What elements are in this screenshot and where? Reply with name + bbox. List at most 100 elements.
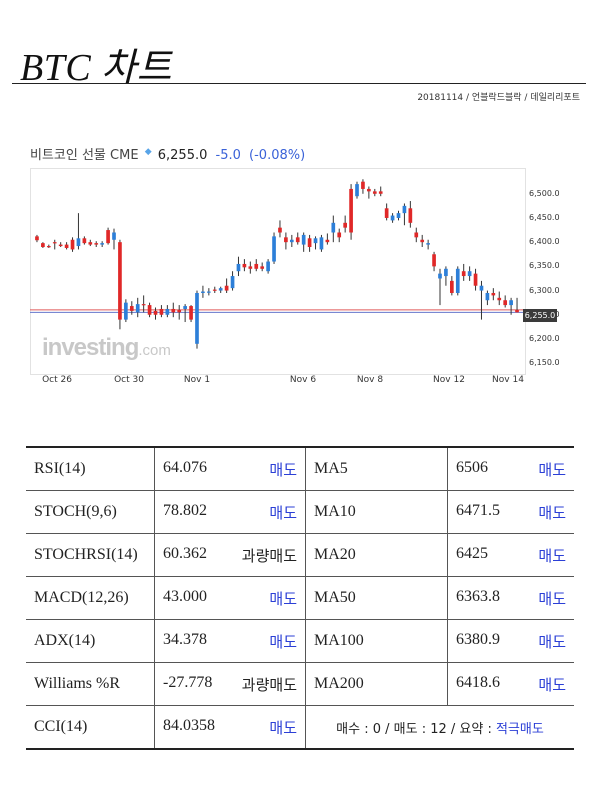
candle-body xyxy=(248,266,253,269)
indicator-row: ADX(14) 34.378 매도 MA100 6380.9 매도 xyxy=(26,619,574,663)
indicator-value: 43.000 xyxy=(163,587,207,605)
ma-signal: 매도 xyxy=(538,460,566,479)
candle-body xyxy=(461,271,466,277)
ma-value: 6418.6 xyxy=(456,673,500,691)
candle-body xyxy=(420,239,425,243)
price-change-pct: (-0.08%) xyxy=(249,148,306,163)
indicator-row: STOCHRSI(14) 60.362 과량매도 MA20 6425 매도 xyxy=(26,533,574,577)
candle-body xyxy=(479,285,484,291)
x-tick-label: Oct 30 xyxy=(114,375,144,385)
indicator-value: -27.778 xyxy=(163,673,213,691)
candle-body xyxy=(218,288,223,291)
candle-body xyxy=(414,232,419,238)
indicator-table: RSI(14) 64.076 매도 MA5 6506 매도 STOCH(9,6) 78.802… xyxy=(26,446,574,750)
indicator-value: 60.362 xyxy=(163,544,207,562)
x-tick-label: Nov 14 xyxy=(492,375,524,385)
candle-body xyxy=(355,184,359,197)
indicator-signal: 매도 xyxy=(269,503,297,522)
indicator-name: RSI(14) xyxy=(26,446,155,491)
candle-body xyxy=(52,242,57,244)
byline: 20181114 / 언블락드블락 / 데일리리포트 xyxy=(417,93,580,103)
indicator-name: CCI(14) xyxy=(26,705,155,750)
indicator-value-cell: 60.362 과량매도 xyxy=(154,533,306,577)
indicator-value: 84.0358 xyxy=(163,716,215,734)
candle-body xyxy=(349,188,353,233)
candle-body xyxy=(485,292,490,301)
indicator-signal: 매도 xyxy=(269,718,297,737)
candle-body xyxy=(124,302,128,320)
candle-body xyxy=(455,268,460,293)
candle-body xyxy=(64,244,69,248)
candle-body xyxy=(189,306,193,320)
indicator-value-cell: 34.378 매도 xyxy=(154,619,306,663)
candle-body xyxy=(82,238,87,244)
ma-value: 6471.5 xyxy=(456,501,500,519)
candle-body xyxy=(509,300,513,306)
chart-area xyxy=(30,168,526,375)
y-tick-label: 6,200.0 xyxy=(529,333,560,343)
candle-body xyxy=(278,227,282,233)
candle-body xyxy=(46,246,51,248)
candle-body xyxy=(390,215,395,221)
candle-body xyxy=(70,239,75,250)
candle-body xyxy=(343,222,347,228)
candle-body xyxy=(118,242,122,320)
indicator-value: 78.802 xyxy=(163,501,207,519)
candle-body xyxy=(361,181,365,189)
indicator-row: CCI(14) 84.0358 매도 매수 : 0 / 매도 : 12 / 요약 : … xyxy=(26,705,574,750)
candle-body xyxy=(396,213,401,218)
last-price-tag: 6,255.0 xyxy=(523,309,557,322)
candle-body xyxy=(88,242,93,245)
indicator-row: RSI(14) 64.076 매도 MA5 6506 매도 xyxy=(26,446,574,491)
indicator-value-cell: 43.000 매도 xyxy=(154,576,306,620)
ma-name: MA100 xyxy=(305,619,448,663)
candle-body xyxy=(58,244,63,247)
candle-body xyxy=(491,292,496,296)
x-tick-label: Oct 26 xyxy=(42,375,72,385)
candle-body xyxy=(183,306,187,309)
ma-value-cell: 6471.5 매도 xyxy=(447,490,574,534)
candle-body xyxy=(260,266,265,269)
y-tick-label: 6,500.0 xyxy=(529,188,560,198)
indicator-name: Williams %R xyxy=(26,662,155,706)
ma-value-cell: 6363.8 매도 xyxy=(447,576,574,620)
candle-body xyxy=(438,273,442,279)
candle-body xyxy=(141,304,146,306)
ma-name: MA20 xyxy=(305,533,448,577)
candle-body xyxy=(230,276,235,289)
indicator-value-cell: 64.076 매도 xyxy=(154,446,306,491)
candle-body xyxy=(153,310,158,315)
candle-body xyxy=(372,191,377,194)
indicator-name: ADX(14) xyxy=(26,619,155,663)
indicator-value: 34.378 xyxy=(163,630,207,648)
x-tick-label: Nov 6 xyxy=(289,375,317,385)
indicator-name: STOCHRSI(14) xyxy=(26,533,155,577)
indicator-value-cell: 84.0358 매도 xyxy=(154,705,306,750)
ma-name: MA50 xyxy=(305,576,448,620)
candle-body xyxy=(497,297,502,301)
ma-value: 6425 xyxy=(456,544,488,562)
candle-body xyxy=(195,292,199,344)
candle-body xyxy=(266,261,270,272)
indicator-signal: 과량매도 xyxy=(241,675,297,694)
candle-body xyxy=(467,271,472,277)
ma-value-cell: 6418.6 매도 xyxy=(447,662,574,706)
candle-body xyxy=(165,308,170,315)
candle-body xyxy=(450,280,454,293)
x-tick-label: Nov 8 xyxy=(356,375,384,385)
candle-body xyxy=(444,268,448,277)
summary-verdict: 적극매도 xyxy=(495,721,544,737)
ma-signal: 매도 xyxy=(538,632,566,651)
candle-body xyxy=(177,309,182,313)
candle-body xyxy=(337,232,342,238)
candle-body xyxy=(171,308,176,313)
last-price: 6,255.0 xyxy=(157,148,208,163)
ma-signal: 매도 xyxy=(538,546,566,565)
title-divider xyxy=(12,83,586,84)
indicator-value-cell: -27.778 과량매도 xyxy=(154,662,306,706)
ma-name: MA5 xyxy=(305,446,448,491)
quote-header: 비트코인 선물 CME ◆ 6,255.0 -5.0 (-0.08%) xyxy=(30,144,305,163)
ma-value-cell: 6506 매도 xyxy=(447,446,574,491)
candle-body xyxy=(378,191,383,194)
candle-body xyxy=(367,188,371,192)
